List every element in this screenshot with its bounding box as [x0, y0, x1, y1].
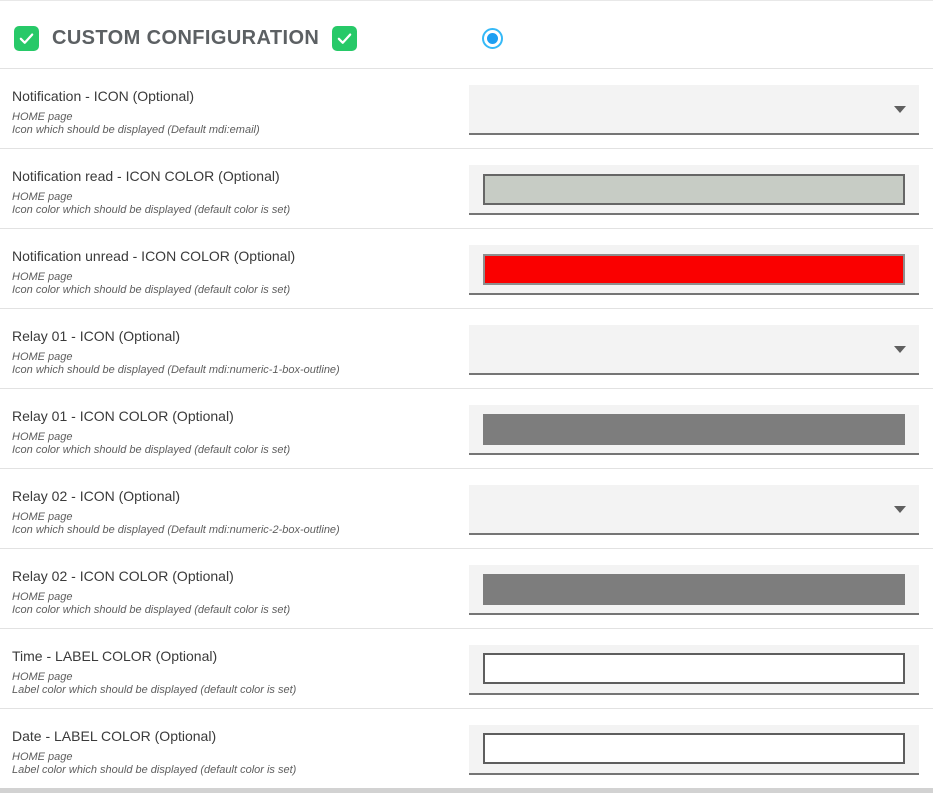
setting-description: Icon which should be displayed (Default … — [12, 364, 340, 376]
setting-row-notification-read-color: Notification read - ICON COLOR (Optional… — [0, 149, 933, 229]
setting-description: Icon color which should be displayed (de… — [12, 204, 291, 216]
setting-row-relay02-icon: Relay 02 - ICON (Optional) HOME page Ico… — [0, 469, 933, 549]
color-field — [469, 165, 919, 215]
setting-text: Relay 01 - ICON COLOR (Optional) HOME pa… — [12, 408, 452, 457]
selected-radio-button[interactable] — [482, 28, 503, 49]
setting-control — [469, 725, 919, 777]
chevron-down-icon — [894, 346, 906, 353]
setting-subtitle: HOME page — [12, 511, 73, 523]
setting-subtitle: HOME page — [12, 431, 73, 443]
section-header: CUSTOM CONFIGURATION — [0, 0, 933, 69]
radio-dot — [487, 33, 498, 44]
color-field — [469, 405, 919, 455]
text-field — [469, 725, 919, 775]
setting-title: Relay 01 - ICON COLOR (Optional) — [12, 408, 234, 424]
relay02-icon-select[interactable] — [469, 485, 919, 535]
setting-subtitle: HOME page — [12, 111, 73, 123]
setting-row-relay01-icon: Relay 01 - ICON (Optional) HOME page Ico… — [0, 309, 933, 389]
setting-description: Icon which should be displayed (Default … — [12, 124, 260, 136]
notification-read-color-swatch[interactable] — [483, 174, 905, 205]
setting-subtitle: HOME page — [12, 591, 73, 603]
notification-icon-select[interactable] — [469, 85, 919, 135]
setting-control — [469, 165, 919, 217]
setting-text: Date - LABEL COLOR (Optional) HOME page … — [12, 728, 452, 777]
setting-text: Relay 01 - ICON (Optional) HOME page Ico… — [12, 328, 452, 377]
setting-subtitle: HOME page — [12, 671, 73, 683]
setting-row-date-label-color: Date - LABEL COLOR (Optional) HOME page … — [0, 709, 933, 789]
setting-subtitle: HOME page — [12, 751, 73, 763]
header-checkbox-left[interactable] — [14, 26, 39, 51]
setting-text: Notification unread - ICON COLOR (Option… — [12, 248, 452, 297]
setting-text: Notification read - ICON COLOR (Optional… — [12, 168, 452, 217]
setting-control — [469, 565, 919, 617]
color-field — [469, 565, 919, 615]
bottom-divider-bar — [0, 788, 933, 793]
relay01-color-swatch[interactable] — [483, 414, 905, 445]
chevron-down-icon — [894, 506, 906, 513]
relay02-color-swatch[interactable] — [483, 574, 905, 605]
setting-row-relay01-icon-color: Relay 01 - ICON COLOR (Optional) HOME pa… — [0, 389, 933, 469]
setting-control — [469, 85, 919, 137]
setting-title: Notification unread - ICON COLOR (Option… — [12, 248, 296, 264]
date-label-color-input[interactable] — [483, 733, 905, 764]
setting-subtitle: HOME page — [12, 271, 73, 283]
setting-control — [469, 325, 919, 377]
setting-description: Label color which should be displayed (d… — [12, 684, 297, 696]
setting-row-time-label-color: Time - LABEL COLOR (Optional) HOME page … — [0, 629, 933, 709]
setting-control — [469, 245, 919, 297]
setting-description: Icon color which should be displayed (de… — [12, 284, 291, 296]
setting-subtitle: HOME page — [12, 351, 73, 363]
checkmark-icon — [337, 33, 352, 44]
setting-description: Icon color which should be displayed (de… — [12, 604, 291, 616]
notification-unread-color-swatch[interactable] — [483, 254, 905, 285]
setting-title: Relay 02 - ICON (Optional) — [12, 488, 181, 504]
time-label-color-input[interactable] — [483, 653, 905, 684]
setting-text: Relay 02 - ICON COLOR (Optional) HOME pa… — [12, 568, 452, 617]
setting-title: Notification read - ICON COLOR (Optional… — [12, 168, 280, 184]
setting-text: Relay 02 - ICON (Optional) HOME page Ico… — [12, 488, 452, 537]
setting-text: Notification - ICON (Optional) HOME page… — [12, 88, 452, 137]
checkmark-icon — [19, 33, 34, 44]
setting-description: Icon color which should be displayed (de… — [12, 444, 291, 456]
setting-text: Time - LABEL COLOR (Optional) HOME page … — [12, 648, 452, 697]
setting-title: Date - LABEL COLOR (Optional) — [12, 728, 217, 744]
setting-description: Icon which should be displayed (Default … — [12, 524, 340, 536]
chevron-down-icon — [894, 106, 906, 113]
setting-title: Notification - ICON (Optional) — [12, 88, 195, 104]
relay01-icon-select[interactable] — [469, 325, 919, 375]
page-title: CUSTOM CONFIGURATION — [52, 27, 320, 49]
setting-title: Relay 01 - ICON (Optional) — [12, 328, 181, 344]
text-field — [469, 645, 919, 695]
setting-description: Label color which should be displayed (d… — [12, 764, 297, 776]
setting-row-notification-icon: Notification - ICON (Optional) HOME page… — [0, 69, 933, 149]
header-checkbox-right[interactable] — [332, 26, 358, 51]
setting-control — [469, 405, 919, 457]
setting-subtitle: HOME page — [12, 191, 73, 203]
setting-row-relay02-icon-color: Relay 02 - ICON COLOR (Optional) HOME pa… — [0, 549, 933, 629]
setting-control — [469, 645, 919, 697]
setting-row-notification-unread-color: Notification unread - ICON COLOR (Option… — [0, 229, 933, 309]
setting-control — [469, 485, 919, 537]
color-field — [469, 245, 919, 295]
setting-title: Relay 02 - ICON COLOR (Optional) — [12, 568, 234, 584]
setting-title: Time - LABEL COLOR (Optional) — [12, 648, 218, 664]
